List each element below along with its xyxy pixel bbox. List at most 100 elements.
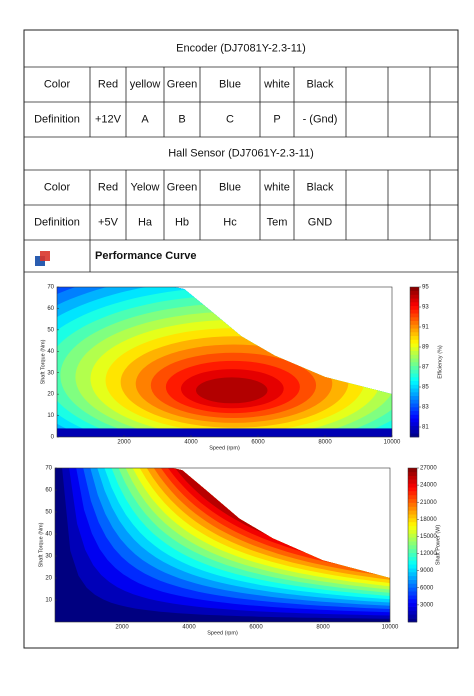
colorbar-segment [410,347,419,352]
colorbar-tick-label: 91 [422,325,429,331]
table-cell: Red [98,78,118,90]
y-tick-label: 0 [51,435,55,441]
table-cell: Black [307,181,334,193]
table-title: Hall Sensor (DJ7061Y-2.3-11) [168,147,314,159]
colorbar-tick-label: 3000 [420,602,434,608]
table-cell: Blue [219,181,241,193]
colorbar-segment [410,335,419,340]
colorbar-segment [408,468,417,473]
colorbar-segment [410,317,419,322]
colorbar-segment [408,498,417,503]
colorbar-segment [410,294,419,299]
x-tick-label: 4000 [182,625,196,631]
y-tick-label: 50 [45,510,52,516]
colorbar-segment [410,362,419,367]
colorbar-tick-label: 95 [422,285,429,291]
table-cell: +12V [95,113,122,125]
table-cell: Color [44,181,71,193]
colorbar-segment [408,479,417,484]
x-tick-label: 10000 [382,625,399,631]
colorbar-segment [410,290,419,295]
table-cell: - (Gnd) [303,113,338,125]
colorbar-segment [410,324,419,329]
colorbar-segment [410,320,419,325]
x-tick-label: 4000 [184,440,198,446]
colorbar-segment [408,491,417,496]
colorbar-segment [410,384,419,389]
colorbar-segment [410,358,419,363]
colorbar-segment [410,399,419,404]
y-axis-label: Shaft Torque (Nm) [38,522,44,567]
colorbar-segment [408,518,417,523]
table-cell: Red [98,181,118,193]
colorbar-tick-label: 12000 [420,551,437,557]
plot-frame [56,286,393,438]
colorbar-frame [409,286,420,438]
colorbar-segment [408,541,417,546]
colorbar-tick-label: 83 [422,405,429,411]
y-tick-label: 60 [47,306,54,312]
colorbar-segment [408,514,417,519]
y-axis-label: Shaft Torque (Nm) [40,339,46,384]
colorbar-label: Shaft Power (W) [435,525,441,566]
colorbar-tick-label: 27000 [420,466,437,472]
y-tick-label: 20 [45,576,52,582]
colorbar-tick-label: 24000 [420,483,437,489]
colorbar-segment [410,388,419,393]
colorbar-segment [410,309,419,314]
colorbar-tick-label: 9000 [420,568,434,574]
colorbar-segment [408,533,417,538]
colorbar-tick-label: 81 [422,425,429,431]
table-cell: Definition [34,216,80,228]
colorbar-segment [410,343,419,348]
colorbar-segment [410,377,419,382]
table-cell: Black [307,78,334,90]
table-cell: B [178,113,185,125]
colorbar-segment [408,545,417,550]
colorbar-segment [410,305,419,310]
colorbar-segment [408,548,417,553]
colorbar-segment [410,354,419,359]
icon [40,251,50,261]
colorbar-segment [410,350,419,355]
colorbar-tick-label: 89 [422,345,429,351]
colorbar-segment [408,560,417,565]
table-cell: Blue [219,78,241,90]
y-tick-label: 30 [45,554,52,560]
colorbar-segment [410,418,419,423]
colorbar-segment [408,614,417,619]
table-cell: Tem [267,216,288,228]
x-tick-label: 8000 [316,625,330,631]
plot-frame [54,467,391,623]
colorbar-segment [410,332,419,337]
table-cell: P [273,113,280,125]
x-axis-label: Speed (rpm) [207,630,238,636]
colorbar-segment [410,302,419,307]
colorbar-segment [408,606,417,611]
colorbar-segment [410,380,419,385]
colorbar-tick-label: 87 [422,365,429,371]
y-tick-label: 60 [45,488,52,494]
colorbar-segment [410,414,419,419]
colorbar-segment [410,392,419,397]
colorbar-segment [408,537,417,542]
y-tick-label: 30 [47,370,54,376]
colorbar-frame [407,467,418,623]
colorbar-segment [408,506,417,511]
colorbar-segment [408,595,417,600]
colorbar-segment [408,525,417,530]
contour-band [57,428,392,437]
colorbar-segment [408,502,417,507]
colorbar-segment [410,298,419,303]
y-tick-label: 40 [45,532,52,538]
colorbar-segment [410,407,419,412]
colorbar-segment [410,429,419,434]
colorbar-segment [408,529,417,534]
table-cell: A [141,113,149,125]
contour-band [196,377,268,404]
x-tick-label: 6000 [249,625,263,631]
table-cell: white [263,78,290,90]
y-tick-label: 10 [47,413,54,419]
colorbar-segment [408,579,417,584]
x-axis-label: Speed (rpm) [209,445,240,451]
